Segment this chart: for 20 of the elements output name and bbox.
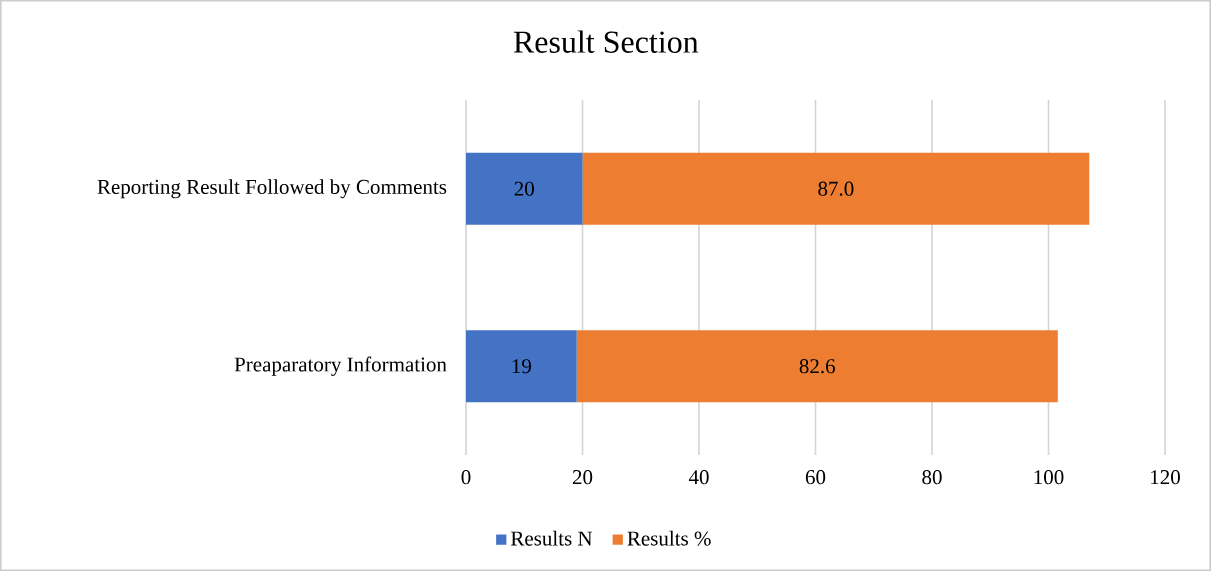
chart-title: Result Section [513,30,699,53]
data-label: 82.6 [799,359,836,374]
y-tick-label: Reporting Result Followed by Comments [97,179,447,199]
data-label: 19 [512,359,531,374]
x-tick-label: 80 [922,470,942,485]
legend-label: Results N [510,530,593,546]
x-tick-label: 40 [688,470,709,485]
x-tick-label: 0 [461,470,471,485]
x-tick-label: 60 [805,470,826,485]
x-tick-label: 100 [1034,470,1064,485]
legend-label: Results % [627,530,711,546]
y-tick-label: Preaparatory Information [234,356,447,376]
x-tick-label: 120 [1151,470,1180,485]
data-label: 87.0 [818,181,854,196]
bar [576,330,1058,403]
bar [582,152,1090,225]
data-label: 20 [514,181,534,196]
bar [466,152,583,225]
bar [466,330,577,403]
x-tick-label: 20 [572,470,593,485]
